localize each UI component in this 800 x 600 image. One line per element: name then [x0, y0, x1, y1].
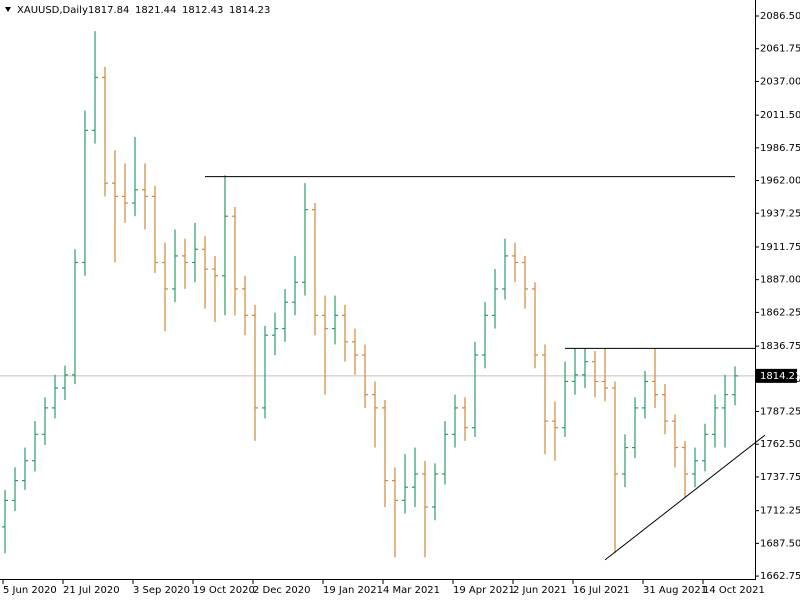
y-tick-label: 1911.75 [760, 242, 800, 253]
current-price-box [756, 368, 797, 383]
y-tick-label: 1962.00 [760, 176, 800, 187]
y-tick-label: 1887.00 [760, 275, 800, 286]
x-tick-label: 3 Sep 2020 [133, 585, 190, 596]
x-tick-label: 4 Mar 2021 [383, 585, 440, 596]
x-tick-label: 19 Jan 2021 [323, 585, 383, 596]
x-tick-label: 5 Jun 2020 [3, 585, 57, 596]
y-tick-label: 1762.50 [760, 439, 800, 450]
y-tick-label: 1836.75 [760, 341, 800, 352]
symbol: XAUUSD,Daily [17, 5, 88, 16]
y-tick-label: 1937.25 [760, 208, 800, 219]
x-tick-label: 2 Jun 2021 [513, 585, 567, 596]
y-tick-label: 2011.50 [760, 110, 800, 121]
x-tick-label: 19 Apr 2021 [453, 585, 515, 596]
y-tick-label: 1862.25 [760, 307, 800, 318]
current-price-label: 1814.23 [760, 371, 800, 382]
symbol-menu-icon[interactable] [5, 7, 11, 12]
y-tick-label: 1737.75 [760, 472, 800, 483]
x-tick-label: 21 Jul 2020 [63, 585, 120, 596]
y-tick-label: 1662.75 [760, 571, 800, 582]
header-low: 1812.43 [182, 5, 223, 16]
x-tick-label: 19 Oct 2020 [193, 585, 255, 596]
header-open: 1817.84 [88, 5, 129, 16]
x-tick-label: 2 Dec 2020 [253, 585, 311, 596]
x-tick-label: 16 Jul 2021 [573, 585, 630, 596]
x-tick-label: 14 Oct 2021 [703, 585, 765, 596]
y-tick-label: 1787.25 [760, 407, 800, 418]
header-high: 1821.44 [135, 5, 176, 16]
y-tick-label: 2061.75 [760, 44, 800, 55]
y-tick-label: 1687.50 [760, 538, 800, 549]
y-tick-label: 1712.25 [760, 506, 800, 517]
header-close: 1814.23 [229, 5, 270, 16]
y-tick-label: 1986.75 [760, 143, 800, 154]
x-tick-label: 31 Aug 2021 [643, 585, 707, 596]
trendline [604, 434, 766, 561]
y-tick-label: 2086.50 [760, 11, 800, 22]
y-tick-label: 2037.00 [760, 76, 800, 87]
